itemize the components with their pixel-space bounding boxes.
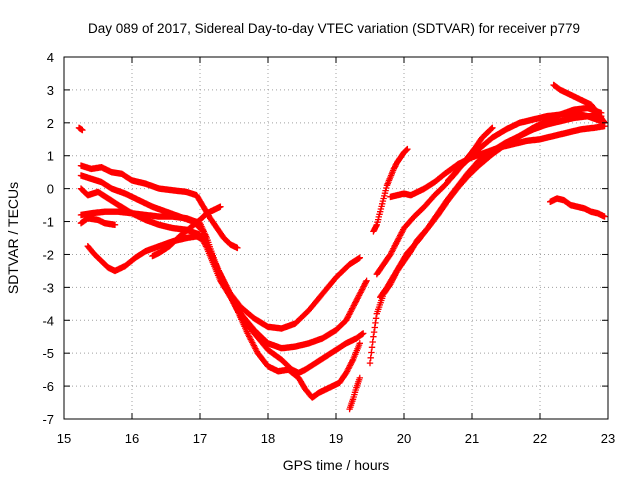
data-series-trace-15: [445, 109, 605, 184]
x-axis-label: GPS time / hours: [283, 457, 390, 473]
data-point-markers: [445, 109, 605, 184]
x-tick-label: 19: [329, 431, 343, 446]
x-tick-label: 20: [397, 431, 411, 446]
y-tick-label: 4: [47, 50, 54, 65]
x-tick-labels: 15 16 17 18 19 20 21 22 23: [57, 431, 615, 446]
chart-title: Day 089 of 2017, Sidereal Day-to-day VTE…: [88, 21, 580, 36]
data-series-trace-10: [370, 145, 411, 235]
data-point-markers: [387, 122, 608, 201]
y-axis-label: SDTVAR / TECUs: [5, 182, 21, 294]
x-tick-label: 18: [261, 431, 275, 446]
data-series-trace-7: [149, 203, 224, 260]
data-point-markers: [75, 124, 86, 134]
y-tick-label: -7: [42, 412, 54, 427]
y-tick-label: 0: [47, 182, 54, 197]
grid: [64, 57, 608, 419]
data-point-markers: [149, 203, 224, 260]
data-point-markers: [77, 162, 241, 252]
data-point-markers: [370, 145, 411, 235]
y-tick-label: -5: [42, 346, 54, 361]
y-tick-labels: 4 3 2 1 0 -1 -2 -3 -4 -5 -6 -7: [42, 50, 54, 427]
x-tick-label: 23: [601, 431, 615, 446]
data-series-trace-8: [77, 215, 119, 228]
data-series-trace-6: [84, 233, 363, 401]
x-tick-label: 15: [57, 431, 71, 446]
y-tick-label: 1: [47, 149, 54, 164]
data-point-markers: [84, 233, 363, 401]
x-tick-label: 22: [533, 431, 547, 446]
y-tick-label: -1: [42, 215, 54, 230]
data-series-trace-9: [346, 374, 363, 413]
y-tick-label: -6: [42, 379, 54, 394]
x-tick-label: 17: [193, 431, 207, 446]
y-tick-label: 2: [47, 116, 54, 131]
y-tick-label: -2: [42, 247, 54, 262]
data-point-markers: [547, 195, 608, 220]
y-tick-label: -4: [42, 313, 54, 328]
y-tick-label: 3: [47, 83, 54, 98]
x-tick-label: 21: [465, 431, 479, 446]
y-tick-label: -3: [42, 280, 54, 295]
data-series-trace-1: [75, 124, 86, 134]
data-point-markers: [550, 81, 608, 126]
data-series-trace-17: [547, 195, 608, 220]
data-series-trace-14: [387, 122, 608, 201]
data-point-markers: [77, 215, 119, 228]
data-series-trace-16: [550, 81, 608, 126]
axis-ticks: [63, 56, 609, 420]
data-marks: [75, 81, 608, 413]
data-series-trace-2: [77, 162, 241, 252]
data-point-markers: [346, 374, 363, 413]
x-tick-label: 16: [125, 431, 139, 446]
